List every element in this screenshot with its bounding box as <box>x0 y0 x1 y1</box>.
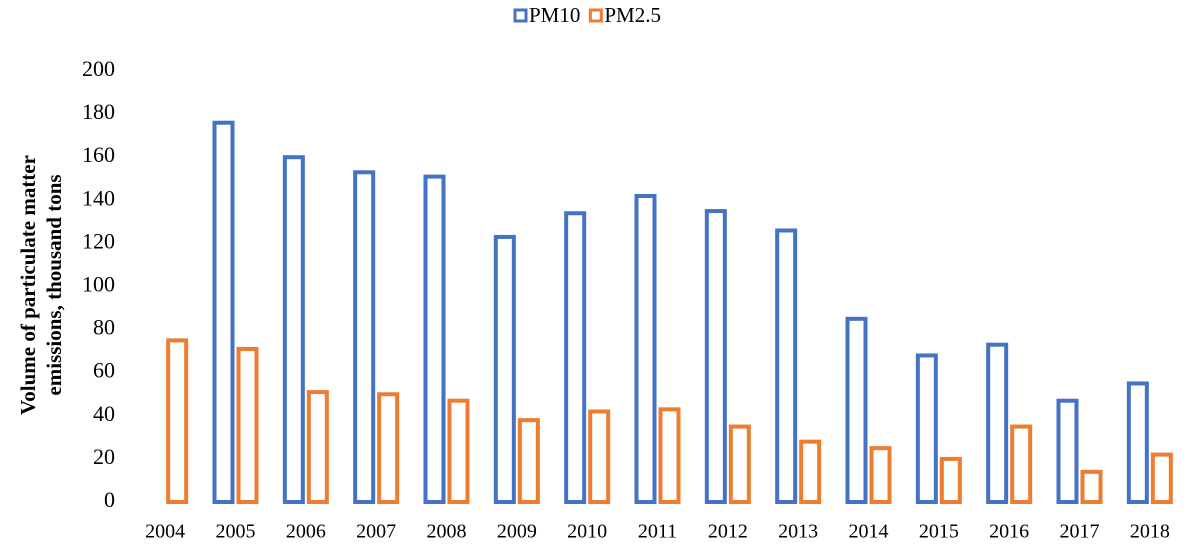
bar <box>1080 469 1103 504</box>
bar <box>704 209 727 504</box>
bar <box>236 346 259 504</box>
x-tick-label: 2012 <box>708 521 748 543</box>
bar <box>423 174 446 504</box>
bar <box>1126 381 1149 505</box>
x-tick-label: 2007 <box>356 521 396 543</box>
x-tick-label: 2008 <box>427 521 467 543</box>
bar <box>588 409 611 504</box>
y-tick-label: 160 <box>82 142 115 167</box>
bar <box>728 424 751 505</box>
bar <box>915 353 938 504</box>
bar <box>986 342 1009 504</box>
y-tick-label: 200 <box>82 56 115 81</box>
y-axis-label: Volume of particulate matter <box>16 155 40 415</box>
x-tick-label: 2004 <box>145 521 185 543</box>
y-tick-label: 140 <box>82 185 115 210</box>
bar <box>799 439 822 505</box>
bar <box>353 170 376 504</box>
legend-label: PM10 <box>529 3 580 27</box>
x-tick-label: 2006 <box>286 521 326 543</box>
bar <box>212 120 235 504</box>
bar <box>306 390 329 504</box>
x-tick-label: 2010 <box>567 521 607 543</box>
bar <box>517 418 540 504</box>
bar <box>447 398 470 504</box>
x-tick-label: 2005 <box>216 521 256 543</box>
bar <box>658 407 681 504</box>
legend-swatch <box>588 8 603 23</box>
bar <box>1010 424 1033 505</box>
y-tick-label: 60 <box>93 358 115 383</box>
bar <box>634 193 657 505</box>
legend-label: PM2.5 <box>604 3 661 27</box>
bar <box>869 446 892 504</box>
y-tick-label: 100 <box>82 272 115 297</box>
x-tick-label: 2013 <box>778 521 818 543</box>
y-tick-label: 40 <box>93 401 115 426</box>
y-tick-label: 120 <box>82 228 115 253</box>
bar <box>939 456 962 504</box>
y-tick-label: 0 <box>104 487 115 512</box>
bar <box>377 392 400 504</box>
y-axis-label: emissions, thousand tons <box>42 174 66 395</box>
y-tick-label: 80 <box>93 315 115 340</box>
legend-swatch <box>513 8 528 23</box>
bar <box>775 228 798 504</box>
y-tick-label: 20 <box>93 444 115 469</box>
y-tick-label: 180 <box>82 99 115 124</box>
bar <box>493 234 516 504</box>
bar <box>564 211 587 504</box>
bar <box>1150 452 1173 504</box>
x-tick-label: 2009 <box>497 521 537 543</box>
bar <box>166 338 189 504</box>
bar <box>845 316 868 505</box>
x-tick-label: 2017 <box>1060 521 1100 543</box>
x-tick-label: 2018 <box>1130 521 1170 543</box>
x-tick-label: 2016 <box>989 521 1029 543</box>
x-tick-label: 2011 <box>638 521 677 543</box>
bar <box>1056 398 1079 504</box>
x-tick-label: 2014 <box>849 521 889 543</box>
bar <box>282 155 305 504</box>
x-tick-label: 2015 <box>919 521 959 543</box>
